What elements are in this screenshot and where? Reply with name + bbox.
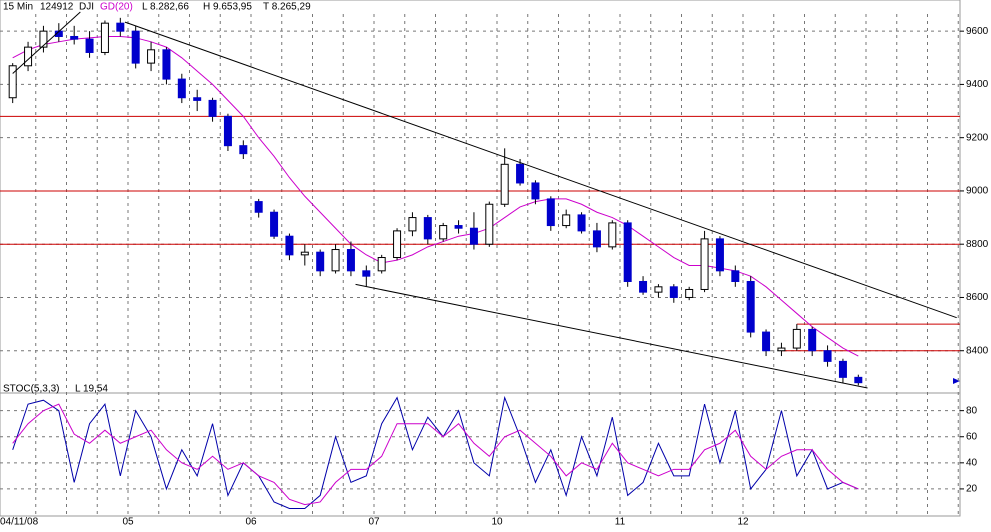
y-tick-label: 60	[966, 431, 978, 442]
y-tick-label: 20	[966, 484, 978, 495]
candle-body	[731, 270, 740, 282]
ma-label: GD(20)	[100, 2, 133, 13]
candle-body	[700, 238, 709, 290]
candle-body	[270, 211, 279, 237]
interval: 15 Min	[3, 2, 33, 13]
trend-line	[124, 21, 957, 319]
candle-body	[777, 347, 786, 352]
stat-last: T 8.265,29	[263, 2, 311, 13]
candle-body	[285, 235, 294, 256]
candle-body	[669, 286, 678, 298]
candle-body	[746, 280, 755, 333]
candle-body	[316, 251, 325, 272]
candle-body	[485, 203, 494, 245]
candle-body	[254, 201, 263, 213]
candle-body	[562, 214, 571, 227]
candle-body	[131, 30, 140, 64]
candle-body	[8, 65, 17, 99]
y-tick-label: 40	[966, 457, 978, 468]
candle-body	[147, 49, 156, 64]
candle-body	[808, 328, 817, 352]
candle-body	[239, 145, 248, 155]
candle-body	[346, 249, 355, 272]
stat-low: L 8.282,66	[142, 2, 189, 13]
candle-body	[177, 78, 186, 99]
candle-body	[854, 376, 863, 384]
last-marker	[953, 378, 960, 384]
indicator-line	[12, 403, 859, 506]
candle-body	[362, 270, 371, 277]
candle-body	[100, 22, 109, 53]
candle-body	[577, 214, 586, 232]
candle-body	[331, 249, 340, 272]
y-tick-label: 9600	[966, 26, 989, 37]
candle-body	[85, 38, 94, 53]
candle-body	[792, 328, 801, 349]
y-tick-label: 9400	[966, 79, 989, 90]
stat-high: H 9.653,95	[203, 2, 252, 13]
candle-body	[223, 115, 232, 147]
candle-body	[608, 222, 617, 248]
candle-body	[423, 217, 432, 240]
candle-body	[208, 99, 217, 117]
candle-body	[193, 97, 202, 101]
y-tick-label: 80	[966, 405, 978, 416]
symbol-id: 124912	[40, 2, 74, 13]
candle-body	[408, 217, 417, 232]
candle-body	[715, 238, 724, 272]
plot-frame	[0, 0, 961, 517]
candle-body	[439, 225, 448, 240]
y-tick-label: 8600	[966, 292, 989, 303]
x-tick-label: 06	[245, 517, 257, 528]
candle-body	[300, 251, 309, 256]
candle-body	[469, 227, 478, 245]
candle-body	[377, 257, 386, 272]
candle-body	[116, 22, 125, 32]
candle-body	[162, 49, 171, 80]
candle-body	[654, 286, 663, 293]
x-tick-label: 05	[122, 517, 134, 528]
candle-body	[639, 280, 648, 293]
candle-body	[592, 230, 601, 248]
candle-body	[531, 182, 540, 200]
candle-body	[393, 230, 402, 259]
indicator-stat: L 19,54	[75, 384, 108, 395]
y-tick-label: 8400	[966, 345, 989, 356]
candle-body	[70, 35, 79, 40]
x-tick-label: 04/11/08	[0, 517, 39, 528]
candle-body	[39, 30, 48, 48]
indicator-line	[12, 395, 859, 509]
indicator-title: STOC(5,3,3)	[3, 384, 60, 395]
candle-body	[762, 331, 771, 352]
candle-body	[500, 163, 509, 205]
candle-body	[838, 360, 847, 378]
y-tick-label: 8800	[966, 239, 989, 250]
candle-body	[454, 225, 463, 229]
candle-body	[623, 222, 632, 282]
trend-line	[12, 11, 81, 74]
x-tick-label: 10	[491, 517, 503, 528]
candle-body	[546, 198, 555, 227]
y-tick-label: 9000	[966, 186, 989, 197]
candle-body	[24, 46, 33, 67]
y-tick-label: 9200	[966, 132, 989, 143]
candle-body	[823, 350, 832, 362]
x-tick-label: 07	[368, 517, 380, 528]
trend-line	[355, 283, 868, 389]
candle-body	[516, 163, 525, 184]
symbol: DJI	[79, 2, 94, 13]
candle-body	[685, 288, 694, 298]
x-tick-label: 11	[615, 517, 626, 528]
x-tick-label: 12	[737, 517, 749, 528]
